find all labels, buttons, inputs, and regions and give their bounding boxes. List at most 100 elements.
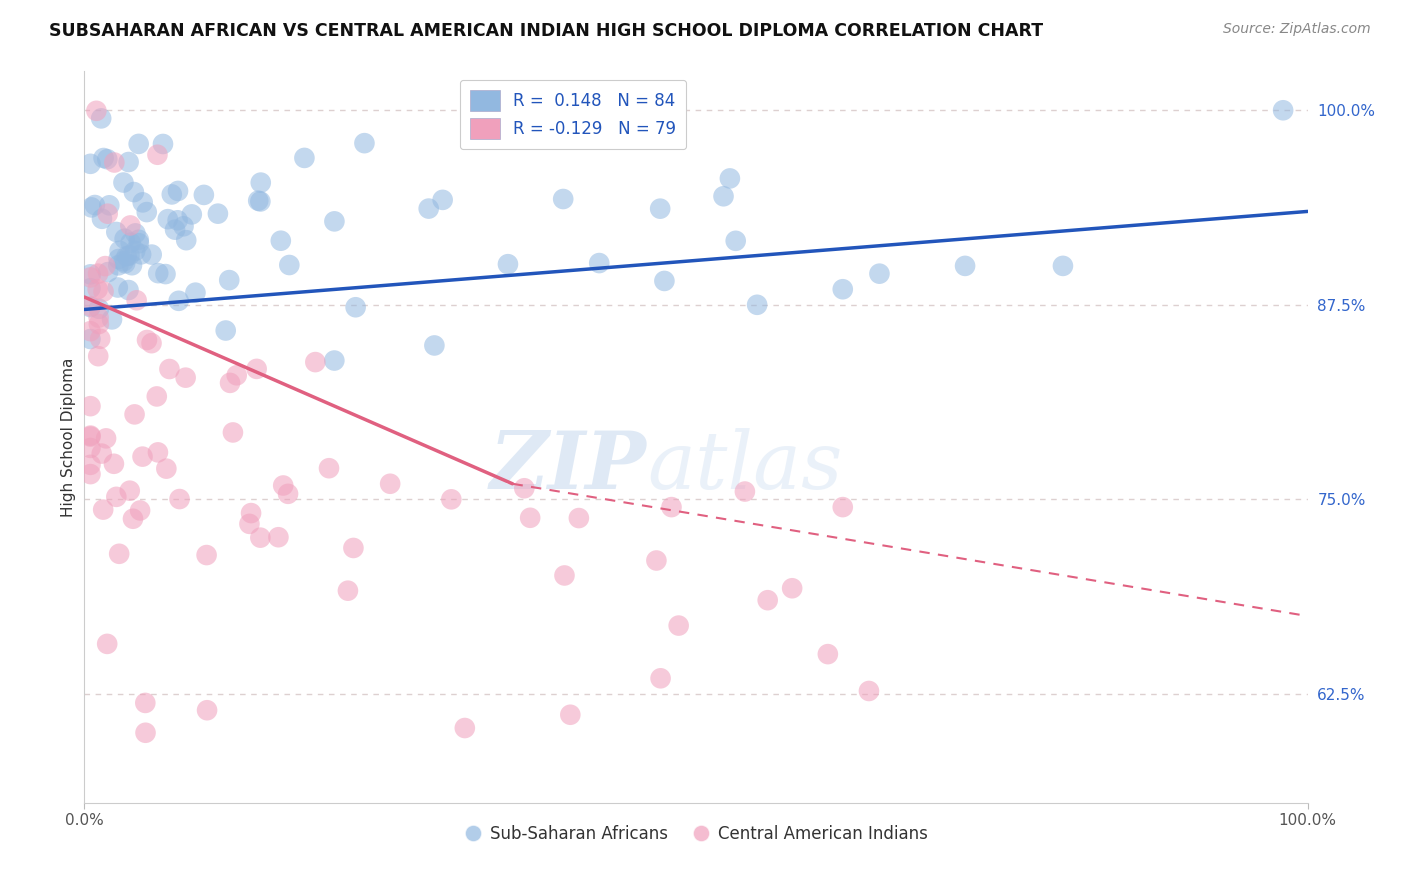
- Point: [270, 234, 292, 248]
- Point: [129, 503, 152, 517]
- Point: [79, 270, 101, 285]
- Point: [124, 408, 146, 422]
- Point: [654, 274, 676, 288]
- Point: [323, 214, 346, 228]
- Point: [496, 257, 519, 271]
- Point: [167, 293, 190, 308]
- Point: [79, 467, 101, 481]
- Point: [87, 310, 110, 325]
- Point: [645, 553, 668, 567]
- Point: [91, 502, 114, 516]
- Point: [650, 202, 672, 216]
- Point: [344, 300, 367, 314]
- Point: [79, 429, 101, 443]
- Point: [195, 703, 218, 717]
- Point: [180, 207, 202, 221]
- Point: [125, 293, 148, 308]
- Point: [1272, 103, 1295, 118]
- Point: [132, 195, 155, 210]
- Point: [718, 171, 741, 186]
- Point: [195, 548, 218, 562]
- Point: [724, 234, 747, 248]
- Point: [247, 194, 270, 208]
- Point: [553, 568, 575, 582]
- Point: [336, 583, 359, 598]
- Point: [218, 273, 240, 287]
- Point: [568, 511, 591, 525]
- Point: [87, 267, 110, 281]
- Point: [107, 258, 129, 272]
- Point: [146, 147, 169, 161]
- Point: [353, 136, 375, 150]
- Point: [79, 299, 101, 313]
- Point: [122, 185, 145, 199]
- Point: [141, 336, 163, 351]
- Point: [167, 184, 190, 198]
- Point: [156, 212, 179, 227]
- Point: [101, 312, 124, 326]
- Point: [271, 478, 294, 492]
- Point: [146, 445, 169, 459]
- Point: [93, 285, 115, 299]
- Point: [318, 461, 340, 475]
- Point: [222, 425, 245, 440]
- Point: [94, 259, 117, 273]
- Point: [128, 136, 150, 151]
- Legend: Sub-Saharan Africans, Central American Indians: Sub-Saharan Africans, Central American I…: [458, 818, 934, 849]
- Point: [79, 441, 101, 455]
- Point: [131, 450, 153, 464]
- Y-axis label: High School Diploma: High School Diploma: [60, 358, 76, 516]
- Point: [135, 205, 157, 219]
- Point: [148, 266, 170, 280]
- Point: [756, 593, 779, 607]
- Point: [304, 355, 326, 369]
- Point: [118, 248, 141, 262]
- Point: [423, 338, 446, 352]
- Point: [380, 476, 402, 491]
- Point: [128, 233, 150, 247]
- Point: [713, 189, 735, 203]
- Point: [87, 317, 110, 331]
- Point: [141, 247, 163, 261]
- Point: [114, 256, 136, 270]
- Point: [869, 267, 891, 281]
- Point: [650, 671, 672, 685]
- Point: [89, 332, 111, 346]
- Point: [267, 530, 290, 544]
- Point: [831, 282, 853, 296]
- Point: [246, 362, 269, 376]
- Point: [129, 247, 152, 261]
- Point: [108, 547, 131, 561]
- Point: [79, 428, 101, 442]
- Point: [155, 267, 177, 281]
- Point: [97, 207, 120, 221]
- Point: [122, 512, 145, 526]
- Point: [831, 500, 853, 515]
- Text: SUBSAHARAN AFRICAN VS CENTRAL AMERICAN INDIAN HIGH SCHOOL DIPLOMA CORRELATION CH: SUBSAHARAN AFRICAN VS CENTRAL AMERICAN I…: [49, 22, 1043, 40]
- Point: [79, 268, 101, 282]
- Point: [278, 258, 301, 272]
- Point: [86, 282, 108, 296]
- Point: [174, 233, 197, 247]
- Point: [817, 647, 839, 661]
- Point: [112, 176, 135, 190]
- Point: [165, 222, 187, 236]
- Point: [86, 103, 108, 118]
- Point: [91, 211, 114, 226]
- Point: [79, 300, 101, 314]
- Point: [79, 281, 101, 295]
- Text: Source: ZipAtlas.com: Source: ZipAtlas.com: [1223, 22, 1371, 37]
- Point: [155, 461, 177, 475]
- Point: [128, 236, 150, 251]
- Point: [93, 151, 115, 165]
- Point: [105, 225, 128, 239]
- Point: [121, 258, 143, 272]
- Point: [87, 349, 110, 363]
- Point: [97, 265, 120, 279]
- Point: [184, 285, 207, 300]
- Point: [79, 399, 101, 413]
- Point: [166, 213, 188, 227]
- Point: [159, 362, 181, 376]
- Point: [115, 249, 138, 263]
- Text: atlas: atlas: [647, 427, 842, 505]
